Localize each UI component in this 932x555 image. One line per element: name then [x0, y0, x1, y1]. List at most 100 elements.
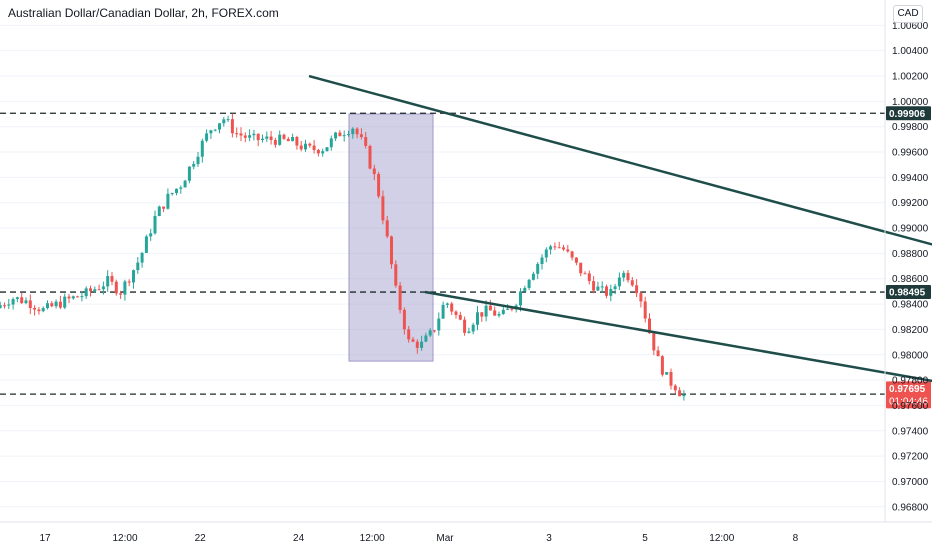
- candle-down: [312, 145, 316, 150]
- candle-up: [321, 151, 325, 154]
- candle-down: [390, 236, 393, 265]
- candle-up: [7, 304, 11, 306]
- candle-down: [110, 276, 114, 282]
- level-price-label-bg: [886, 106, 931, 121]
- candle-down: [355, 128, 359, 135]
- price-axis[interactable]: 1.00600 1.00400 1.00200 1.00000 0.99800 0.996…: [884, 0, 929, 522]
- time-tick-label: 22: [195, 533, 207, 544]
- candle-up: [278, 134, 282, 145]
- candle-up: [342, 135, 346, 137]
- trendlines[interactable]: [308, 74, 932, 424]
- candle-up: [600, 286, 604, 288]
- candle-up: [209, 130, 213, 134]
- candle-down: [119, 293, 123, 295]
- candle-down: [579, 262, 583, 274]
- candle-down: [433, 330, 436, 332]
- candle-down: [574, 257, 578, 263]
- candle-down: [67, 296, 71, 299]
- candle-up: [46, 303, 49, 309]
- price-tick-label: 0.98600: [892, 274, 929, 285]
- price-tick-label: 0.98000: [892, 350, 929, 361]
- price-tick-label: 0.97600: [892, 401, 929, 412]
- price-tick-label: 0.96800: [892, 502, 929, 513]
- candle-down: [37, 309, 41, 312]
- candle-up: [334, 132, 338, 139]
- candle-down: [385, 220, 389, 237]
- candle-up: [192, 164, 196, 167]
- candle-down: [587, 273, 591, 282]
- candle-up: [218, 123, 221, 130]
- candle-up: [476, 312, 479, 325]
- candle-up: [497, 314, 501, 316]
- price-tick-label: 0.99800: [892, 122, 929, 133]
- candle-up: [166, 193, 170, 209]
- candle-up: [506, 308, 510, 310]
- trendline: [308, 74, 932, 246]
- candle-up: [123, 281, 127, 295]
- candle-up: [536, 263, 540, 274]
- chart-title: Australian Dollar/Canadian Dollar, 2h, F…: [8, 6, 279, 20]
- time-tick-label: 5: [642, 533, 648, 544]
- candle-down: [557, 247, 561, 249]
- time-tick-label: 24: [293, 533, 305, 544]
- candle-down: [243, 135, 247, 138]
- price-tick-label: 0.99600: [892, 148, 929, 159]
- currency-badge[interactable]: CAD: [893, 5, 923, 23]
- candle-down: [127, 281, 131, 283]
- candle-down: [562, 247, 565, 250]
- candle-up: [149, 233, 153, 237]
- current-price-label: 0.97695: [889, 384, 926, 395]
- candle-down: [648, 318, 651, 334]
- candle-down: [570, 251, 574, 258]
- candle-down: [660, 356, 664, 375]
- candle-up: [420, 341, 424, 348]
- candle-down: [656, 350, 660, 357]
- candle-down: [510, 308, 514, 310]
- candle-down: [566, 249, 570, 252]
- candle-down: [295, 136, 299, 146]
- candle-up: [93, 289, 97, 292]
- candle-down: [282, 134, 286, 139]
- candle-down: [308, 143, 312, 146]
- level-price-label: 0.99906: [889, 109, 926, 120]
- candle-down: [299, 145, 303, 150]
- candle-down: [338, 132, 342, 137]
- candle-up: [179, 187, 183, 189]
- candle-up: [54, 301, 58, 307]
- time-tick-label: 8: [793, 533, 799, 544]
- candle-up: [11, 299, 15, 305]
- candle-down: [652, 333, 656, 351]
- candle-down: [458, 314, 462, 320]
- candle-up: [265, 136, 269, 139]
- rectangle-drawings[interactable]: [348, 113, 932, 405]
- candle-down: [605, 286, 608, 296]
- candle-up: [484, 305, 488, 317]
- time-axis[interactable]: 17 12:00 22 24 12:00 Mar 3 5 12:00 8: [0, 521, 932, 544]
- candle-up: [531, 273, 535, 280]
- candle-down: [256, 133, 260, 141]
- candle-up: [196, 156, 200, 165]
- candle-up: [200, 140, 204, 157]
- candle-up: [144, 236, 148, 253]
- candle-up: [665, 372, 669, 375]
- candle-up: [613, 286, 617, 290]
- price-tick-label: 0.99400: [892, 173, 929, 184]
- level-price-label-bg: [886, 285, 931, 300]
- candle-down: [368, 145, 372, 169]
- candle-up: [187, 166, 191, 181]
- candle-down: [286, 138, 290, 142]
- candle-up: [80, 296, 84, 298]
- candle-down: [643, 301, 647, 319]
- price-tick-label: 0.99200: [892, 198, 929, 209]
- candle-down: [592, 281, 596, 291]
- candle-up: [304, 143, 307, 150]
- time-tick-label: 12:00: [709, 533, 734, 544]
- candles: [0, 113, 686, 401]
- candle-down: [20, 297, 24, 304]
- time-tick-label: 3: [546, 533, 552, 544]
- price-tick-label: 1.00400: [892, 46, 929, 57]
- price-tick-label: 1.00200: [892, 72, 929, 83]
- price-tick-label: 0.97200: [892, 452, 929, 463]
